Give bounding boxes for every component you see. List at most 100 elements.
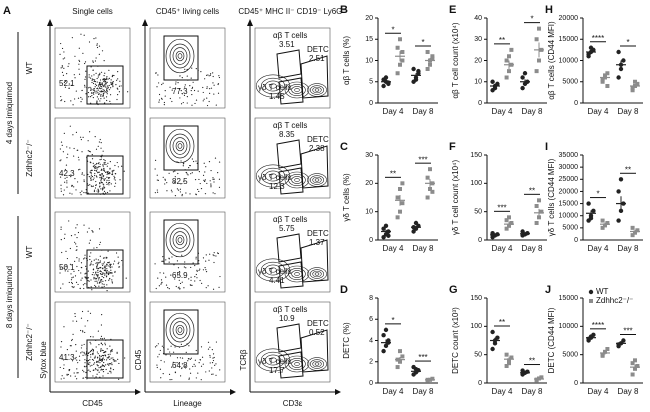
event-dot	[183, 94, 186, 97]
event-dot	[108, 184, 110, 186]
event-dot	[210, 186, 212, 188]
event-dot	[112, 86, 114, 88]
event-dot	[193, 160, 195, 163]
event-dot	[100, 355, 102, 357]
event-dot	[162, 256, 164, 258]
event-dot	[83, 191, 85, 194]
event-dot	[92, 264, 94, 266]
gate-value: 1.45	[269, 92, 285, 101]
event-dot	[195, 258, 197, 260]
event-dot	[202, 257, 205, 259]
data-point	[621, 58, 626, 63]
legend-label: WT	[596, 287, 609, 296]
event-dot	[87, 352, 90, 355]
event-dot	[97, 92, 99, 94]
y-tick-label: 0	[369, 380, 373, 387]
event-dot	[103, 272, 105, 274]
event-dot	[72, 333, 74, 336]
event-dot	[208, 100, 210, 103]
event-dot	[80, 96, 82, 99]
event-dot	[208, 160, 211, 163]
data-point	[400, 50, 405, 54]
event-dot	[71, 37, 73, 39]
event-dot	[72, 276, 74, 278]
event-dot	[100, 337, 102, 340]
event-dot	[74, 234, 76, 236]
event-dot	[89, 184, 91, 186]
event-dot	[99, 255, 101, 257]
event-dot	[79, 168, 81, 170]
event-dot	[99, 79, 102, 81]
x-tick-label: Day 4	[492, 107, 513, 116]
event-dot	[114, 176, 116, 179]
event-dot	[67, 153, 69, 155]
data-point	[504, 226, 509, 231]
event-dot	[73, 270, 75, 272]
event-dot	[202, 363, 204, 365]
event-dot	[73, 147, 75, 150]
event-dot	[92, 349, 95, 352]
event-dot	[103, 186, 105, 188]
event-dot	[163, 101, 165, 104]
gate	[278, 261, 304, 289]
event-dot	[99, 177, 101, 179]
event-dot	[194, 359, 196, 361]
contour	[172, 47, 188, 65]
event-dot	[101, 358, 103, 360]
event-dot	[116, 351, 118, 353]
data-point	[425, 175, 430, 180]
event-dot	[208, 370, 210, 372]
event-dot	[101, 263, 103, 265]
y-tick-label: 0	[478, 237, 482, 244]
event-dot	[70, 176, 72, 178]
event-dot	[195, 377, 197, 379]
event-dot	[107, 353, 109, 356]
event-dot	[73, 74, 75, 76]
event-dot	[111, 350, 113, 352]
event-dot	[99, 362, 101, 364]
event-dot	[186, 75, 188, 77]
event-dot	[97, 330, 99, 332]
event-dot	[77, 372, 79, 374]
event-dot	[179, 288, 181, 290]
event-dot	[74, 315, 76, 318]
event-dot	[205, 254, 207, 256]
event-dot	[104, 80, 107, 83]
gate-value: 0.52	[309, 328, 325, 337]
event-dot	[197, 90, 199, 92]
event-dot	[102, 84, 104, 86]
event-dot	[66, 186, 68, 188]
x-tick-label: Day 4	[588, 244, 609, 253]
event-dot	[114, 185, 116, 187]
event-dot	[212, 357, 214, 359]
data-point	[398, 37, 402, 42]
contour	[255, 258, 291, 282]
event-dot	[90, 262, 92, 264]
significance-label: **	[529, 186, 535, 195]
event-dot	[92, 69, 94, 71]
event-dot	[80, 194, 82, 196]
event-dot	[161, 98, 163, 100]
data-point	[534, 204, 539, 208]
event-dot	[102, 375, 104, 377]
event-dot	[63, 189, 65, 191]
event-dot	[64, 177, 66, 179]
event-dot	[99, 267, 101, 269]
event-dot	[206, 86, 208, 88]
y-tick-label: 50	[474, 209, 482, 216]
event-dot	[164, 179, 166, 181]
event-dot	[110, 272, 112, 274]
event-dot	[106, 85, 108, 87]
event-dot	[167, 287, 169, 289]
event-dot	[91, 169, 93, 172]
event-dot	[74, 241, 76, 243]
event-dot	[110, 87, 112, 89]
event-dot	[200, 70, 202, 73]
event-dot	[166, 182, 168, 184]
event-dot	[213, 178, 215, 180]
contour	[269, 267, 277, 273]
event-dot	[103, 190, 106, 193]
event-dot	[174, 87, 177, 89]
event-dot	[95, 376, 97, 378]
event-dot	[97, 270, 99, 272]
